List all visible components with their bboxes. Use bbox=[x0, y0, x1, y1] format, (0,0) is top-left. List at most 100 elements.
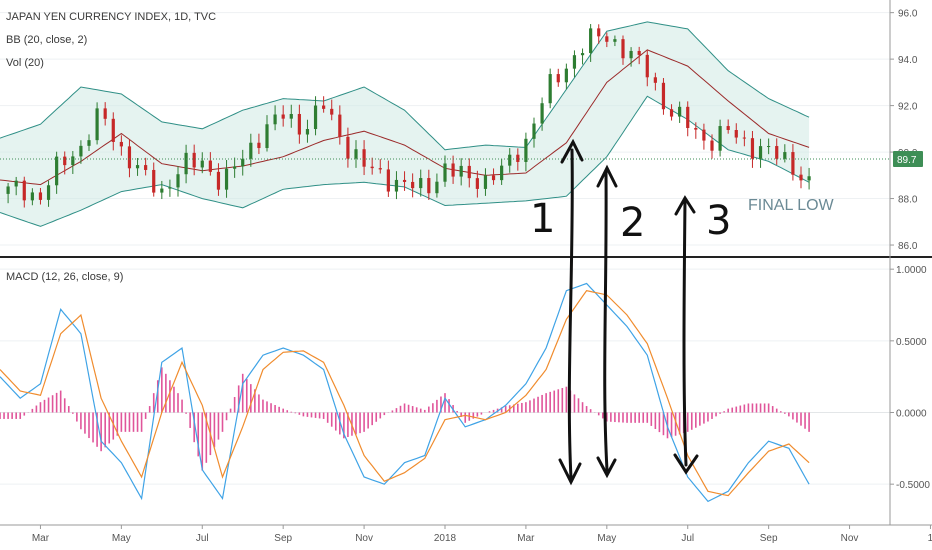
volume-indicator-label[interactable]: Vol (20) bbox=[6, 57, 44, 69]
candle-body bbox=[208, 160, 212, 172]
time-axis-label: Mar bbox=[517, 533, 535, 544]
macd-indicator-label[interactable]: MACD (12, 26, close, 9) bbox=[6, 271, 123, 283]
candle-body bbox=[176, 174, 180, 188]
time-axis-label: 2018 bbox=[434, 533, 457, 544]
time-axis-label: Sep bbox=[274, 533, 292, 544]
macd-axis-label: 0.0000 bbox=[896, 409, 927, 420]
candle-body bbox=[184, 152, 188, 175]
candle-body bbox=[726, 126, 730, 131]
candle-body bbox=[483, 175, 488, 189]
arrow-head-up-2 bbox=[596, 164, 618, 188]
arrow-head-down-2 bbox=[596, 456, 617, 479]
candle-body bbox=[524, 138, 528, 162]
candle-body bbox=[322, 105, 326, 109]
candle-body bbox=[346, 136, 350, 159]
macd-gridlines bbox=[0, 268, 890, 485]
candle-body bbox=[152, 169, 156, 193]
candle-body bbox=[491, 175, 496, 181]
candle-body bbox=[103, 108, 107, 119]
macd-line bbox=[0, 282, 810, 503]
candle-body bbox=[273, 114, 277, 125]
macd-pane[interactable] bbox=[0, 268, 890, 503]
candle-body bbox=[629, 50, 633, 59]
candle-body bbox=[572, 55, 577, 69]
candle-body bbox=[419, 178, 423, 189]
candle-body bbox=[265, 124, 269, 149]
candle-body bbox=[354, 149, 358, 159]
candle-body bbox=[475, 178, 479, 189]
candle-body bbox=[6, 186, 10, 194]
arrow-shaft-2 bbox=[603, 170, 609, 472]
time-axis-label: Jul bbox=[196, 533, 209, 544]
current-price-tag: 89.7 bbox=[893, 151, 923, 168]
candle-body bbox=[443, 163, 447, 182]
candle-body bbox=[79, 145, 83, 157]
candle-body bbox=[645, 54, 649, 78]
candle-body bbox=[257, 142, 261, 149]
candle-body bbox=[370, 166, 374, 169]
symbol-title[interactable]: JAPAN YEN CURRENCY INDEX, 1D, TVC bbox=[6, 11, 216, 23]
macd-axis[interactable]: 1.0000 0.5000 0.0000 -0.5000 bbox=[890, 265, 930, 491]
candle-body bbox=[200, 160, 204, 168]
time-axis-label: Nov bbox=[841, 533, 859, 544]
arrow-head-up-3 bbox=[674, 195, 696, 216]
candle-body bbox=[516, 154, 520, 162]
price-pane[interactable] bbox=[0, 12, 890, 246]
candle-body bbox=[775, 146, 779, 159]
candle-body bbox=[540, 103, 544, 124]
candle-body bbox=[605, 36, 609, 42]
candle-body bbox=[127, 146, 132, 169]
candle-body bbox=[678, 106, 682, 117]
candle-body bbox=[653, 77, 657, 83]
candle-body bbox=[799, 174, 803, 181]
candle-body bbox=[71, 156, 75, 166]
candle-body bbox=[500, 165, 504, 181]
candle-body bbox=[669, 109, 674, 117]
candle-body bbox=[621, 39, 625, 59]
candle-body bbox=[362, 149, 366, 167]
candle-body bbox=[305, 129, 310, 135]
candle-body bbox=[402, 179, 407, 182]
candle-body bbox=[22, 180, 26, 201]
price-axis-label: 92.0 bbox=[898, 102, 918, 113]
candle-body bbox=[637, 50, 641, 55]
arrow-head-up-1 bbox=[560, 138, 584, 164]
candle-body bbox=[661, 82, 666, 110]
candle-body bbox=[467, 165, 471, 179]
candle-body bbox=[734, 130, 738, 138]
candle-body bbox=[119, 141, 123, 147]
candle-body bbox=[532, 123, 536, 139]
candle-body bbox=[597, 28, 601, 37]
annotation-mark-3: 3 bbox=[706, 198, 731, 244]
time-axis-label: May bbox=[112, 533, 131, 544]
bollinger-basis-line bbox=[0, 49, 810, 186]
final-low-annotation: FINAL LOW bbox=[748, 197, 835, 214]
time-axis-label: Nov bbox=[355, 533, 373, 544]
time-axis[interactable]: Mar May Jul Sep Nov 2018 Mar May Jul Sep Nov 1 bbox=[32, 525, 932, 544]
candle-body bbox=[580, 53, 585, 56]
candle-body bbox=[95, 108, 99, 141]
bb-indicator-label[interactable]: BB (20, close, 2) bbox=[6, 34, 87, 46]
time-axis-label: Sep bbox=[760, 533, 778, 544]
candle-body bbox=[742, 137, 746, 139]
candle-body bbox=[564, 68, 568, 83]
arrow-shaft-3 bbox=[682, 198, 688, 467]
current-price-value: 89.7 bbox=[897, 155, 917, 166]
bollinger-band-fill bbox=[0, 21, 810, 227]
candle-body bbox=[249, 142, 253, 159]
price-axis-label: 88.0 bbox=[898, 195, 918, 206]
candle-body bbox=[192, 152, 196, 168]
annotation-mark-2: 2 bbox=[620, 200, 645, 246]
candle-body bbox=[556, 74, 560, 83]
macd-axis-label: -0.5000 bbox=[896, 480, 930, 491]
candle-body bbox=[435, 181, 439, 194]
hand-drawn-annotations bbox=[558, 138, 699, 486]
candle-body bbox=[378, 168, 382, 170]
candle-body bbox=[87, 140, 91, 146]
price-axis[interactable]: 96.094.092.090.088.086.0 bbox=[890, 9, 918, 252]
candle-body bbox=[807, 176, 811, 181]
time-axis-label: May bbox=[597, 533, 616, 544]
price-axis-label: 96.0 bbox=[898, 9, 918, 20]
macd-axis-label: 1.0000 bbox=[896, 265, 927, 276]
